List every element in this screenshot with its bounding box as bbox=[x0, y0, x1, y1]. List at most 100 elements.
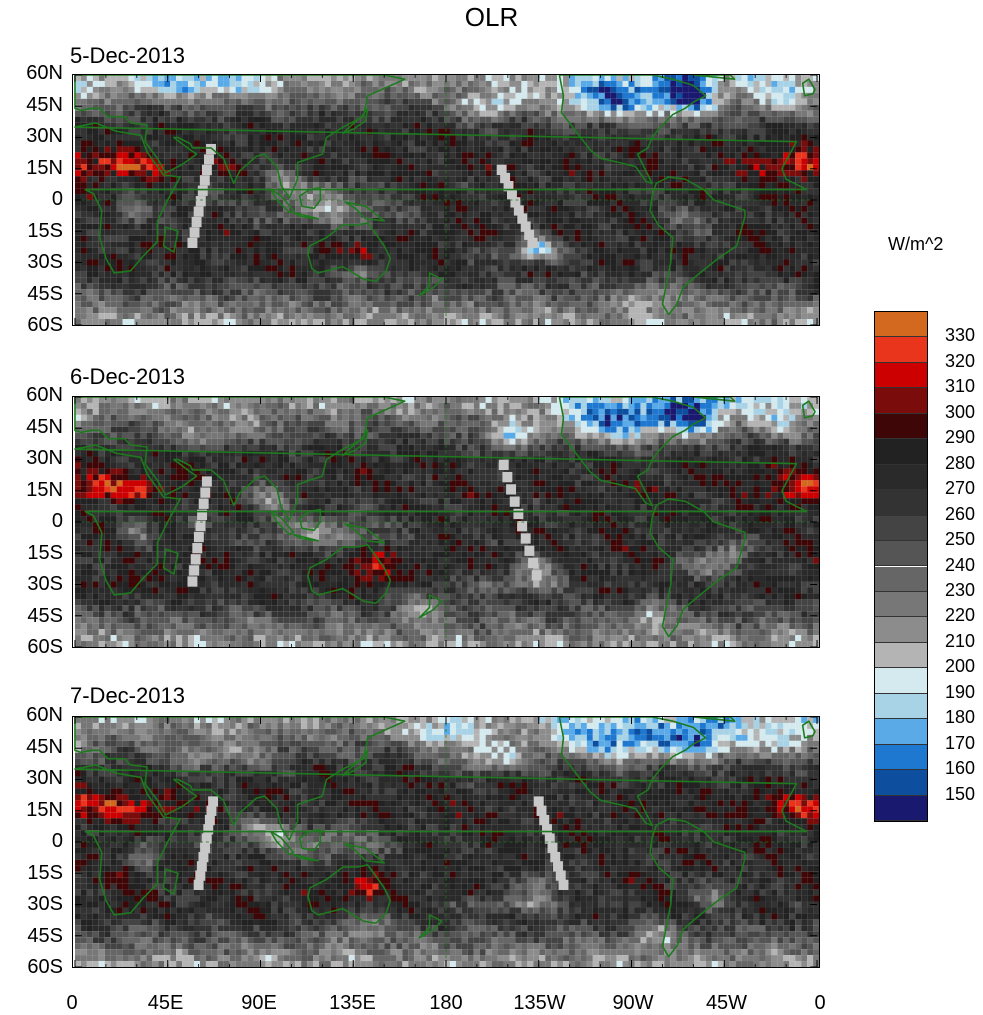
lat-tick-label: 0 bbox=[3, 510, 63, 533]
map-panel-2 bbox=[72, 396, 820, 648]
missing-data-cell bbox=[198, 186, 208, 196]
lon-tick-label: 90E bbox=[229, 992, 289, 1015]
missing-data-cell bbox=[550, 852, 560, 862]
missing-data-cell bbox=[190, 227, 200, 237]
colorbar-swatch bbox=[875, 567, 927, 592]
missing-data-cell bbox=[524, 546, 534, 556]
missing-data-cell bbox=[200, 843, 210, 853]
lat-tick-label: 60S bbox=[3, 956, 63, 979]
lat-tick-label: 45S bbox=[3, 925, 63, 948]
panel-date-2: 6-Dec-2013 bbox=[70, 364, 185, 390]
colorbar-swatch bbox=[875, 363, 927, 388]
missing-data-cell bbox=[548, 843, 558, 853]
lon-tick-label: 180 bbox=[416, 992, 476, 1015]
lat-tick-label: 0 bbox=[3, 188, 63, 211]
missing-data-cell bbox=[202, 476, 212, 486]
missing-data-cell bbox=[192, 543, 202, 553]
missing-data-cell bbox=[195, 870, 205, 880]
missing-data-cell bbox=[513, 509, 523, 519]
colorbar-swatch bbox=[875, 592, 927, 617]
colorbar-swatch bbox=[875, 465, 927, 490]
figure-title: OLR bbox=[0, 2, 983, 33]
missing-data-cell bbox=[542, 824, 552, 834]
olr-map-3 bbox=[72, 716, 820, 968]
missing-data-cell bbox=[499, 460, 509, 470]
lat-tick-label: 15N bbox=[3, 157, 63, 180]
lat-tick-label: 15S bbox=[3, 542, 63, 565]
missing-data-cell bbox=[203, 824, 213, 834]
missing-data-cell bbox=[208, 796, 218, 806]
colorbar-swatch bbox=[875, 796, 927, 821]
lon-tick-label: 135E bbox=[323, 992, 383, 1015]
missing-data-cell bbox=[192, 217, 202, 227]
colorbar-level-label: 240 bbox=[945, 555, 975, 576]
colorbar-level-label: 290 bbox=[945, 427, 975, 448]
missing-data-cell bbox=[194, 206, 204, 216]
colorbar-swatch bbox=[875, 719, 927, 744]
lat-tick-label: 45S bbox=[3, 283, 63, 306]
missing-data-cell bbox=[189, 565, 199, 575]
colorbar-level-label: 150 bbox=[945, 784, 975, 805]
missing-data-cell bbox=[200, 487, 210, 497]
missing-data-cell bbox=[194, 532, 204, 542]
missing-data-cell bbox=[539, 815, 549, 825]
lat-tick-label: 45N bbox=[3, 736, 63, 759]
colorbar-level-label: 170 bbox=[945, 733, 975, 754]
missing-data-cell bbox=[537, 806, 547, 816]
missing-data-cell bbox=[196, 196, 206, 206]
lat-tick-label: 30S bbox=[3, 573, 63, 596]
lat-tick-label: 30N bbox=[3, 125, 63, 148]
lat-tick-label: 60N bbox=[3, 62, 63, 85]
missing-data-cell bbox=[200, 175, 210, 185]
colorbar-level-label: 220 bbox=[945, 605, 975, 626]
missing-data-cell bbox=[199, 499, 209, 509]
lon-tick-label: 45W bbox=[697, 992, 757, 1015]
colorbar-level-label: 330 bbox=[945, 325, 975, 346]
map-panel-1 bbox=[72, 74, 820, 326]
colorbar-level-label: 210 bbox=[945, 631, 975, 652]
missing-data-cell bbox=[207, 806, 217, 816]
colorbar-level-label: 230 bbox=[945, 580, 975, 601]
lat-tick-label: 45S bbox=[3, 605, 63, 628]
colorbar-level-label: 310 bbox=[945, 376, 975, 397]
missing-data-cell bbox=[191, 554, 201, 564]
missing-data-cell bbox=[532, 570, 542, 580]
colorbar-swatch bbox=[875, 414, 927, 439]
lat-tick-label: 15N bbox=[3, 799, 63, 822]
lat-tick-label: 60N bbox=[3, 704, 63, 727]
olr-map-2 bbox=[72, 396, 820, 648]
lat-tick-label: 30N bbox=[3, 447, 63, 470]
lat-tick-label: 60S bbox=[3, 314, 63, 337]
colorbar-level-label: 260 bbox=[945, 504, 975, 525]
colorbar-swatch bbox=[875, 745, 927, 770]
missing-data-cell bbox=[517, 521, 527, 531]
missing-data-cell bbox=[510, 497, 520, 507]
missing-data-cell bbox=[502, 472, 512, 482]
colorbar-swatch bbox=[875, 337, 927, 362]
colorbar-swatch bbox=[875, 643, 927, 668]
lat-tick-label: 45N bbox=[3, 416, 63, 439]
colorbar-swatch bbox=[875, 541, 927, 566]
missing-data-cell bbox=[521, 533, 531, 543]
missing-data-cell bbox=[553, 861, 563, 871]
missing-data-cell bbox=[559, 880, 569, 890]
olr-map-1 bbox=[72, 74, 820, 326]
missing-data-cell bbox=[188, 576, 198, 586]
colorbar-swatch bbox=[875, 312, 927, 337]
missing-data-cell bbox=[188, 238, 198, 248]
panel-date-3: 7-Dec-2013 bbox=[70, 683, 185, 709]
lat-tick-label: 15S bbox=[3, 220, 63, 243]
missing-data-cell bbox=[206, 144, 216, 154]
lon-tick-label: 45E bbox=[136, 992, 196, 1015]
missing-data-cell bbox=[204, 154, 214, 164]
colorbar-level-label: 280 bbox=[945, 453, 975, 474]
colorbar-swatch bbox=[875, 617, 927, 642]
colorbar-level-label: 320 bbox=[945, 351, 975, 372]
missing-data-cell bbox=[202, 165, 212, 175]
lat-tick-label: 15N bbox=[3, 479, 63, 502]
colorbar-level-label: 250 bbox=[945, 529, 975, 550]
colorbar bbox=[874, 311, 928, 822]
colorbar-level-label: 160 bbox=[945, 758, 975, 779]
colorbar-level-label: 200 bbox=[945, 656, 975, 677]
colorbar-swatch bbox=[875, 439, 927, 464]
